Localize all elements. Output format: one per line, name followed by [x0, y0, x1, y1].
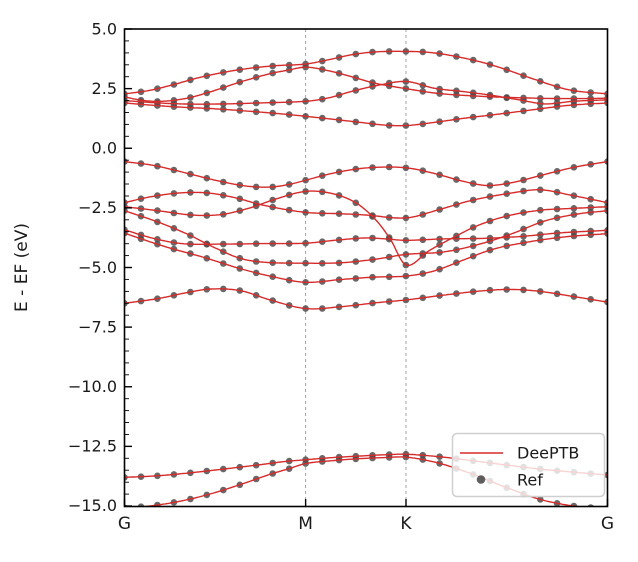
- deeptb-band-line: [124, 66, 608, 103]
- legend-box: [451, 432, 606, 498]
- y-tick-label: 5.0: [92, 20, 117, 39]
- deeptb-band-line: [124, 229, 608, 245]
- y-tick-label: −7.5: [78, 318, 117, 337]
- legend: DeePTB Ref: [451, 432, 606, 498]
- x-tick-label-m: M: [298, 514, 313, 534]
- y-axis-label: E - EF (eV): [12, 223, 32, 312]
- plot-spines: [123, 28, 609, 508]
- y-tick-label: 2.5: [92, 79, 117, 98]
- y-tick-label: −12.5: [68, 437, 117, 456]
- deeptb-band-line: [124, 232, 608, 283]
- deeptb-band-line: [124, 210, 608, 264]
- deeptb-band-line: [124, 50, 608, 95]
- ref-data-point: [587, 504, 594, 507]
- deeptb-band-line: [124, 102, 608, 127]
- deeptb-lines-layer: [124, 50, 608, 507]
- y-tick-label: −15.0: [68, 496, 117, 515]
- deeptb-band-line: [124, 160, 608, 188]
- x-tick-label-gamma-left: G: [118, 514, 131, 534]
- high-symmetry-gridlines: [305, 29, 407, 507]
- y-tick-label: −2.5: [78, 198, 117, 217]
- legend-label-ref: Ref: [517, 471, 543, 490]
- y-tick-label: −5.0: [78, 258, 117, 277]
- deeptb-band-line: [124, 190, 608, 267]
- deeptb-band-line: [124, 80, 608, 105]
- legend-marker-swatch: [476, 475, 486, 484]
- x-tick-label-gamma-right: G: [601, 514, 614, 534]
- y-tick-label: 0.0: [92, 139, 117, 158]
- axes-layer: [123, 28, 609, 508]
- deeptb-band-line: [124, 288, 608, 310]
- legend-label-deeptb: DeePTB: [517, 444, 579, 463]
- y-tick-label: −10.0: [68, 377, 117, 396]
- x-tick-label-k: K: [400, 514, 412, 534]
- deeptb-band-line: [124, 189, 608, 219]
